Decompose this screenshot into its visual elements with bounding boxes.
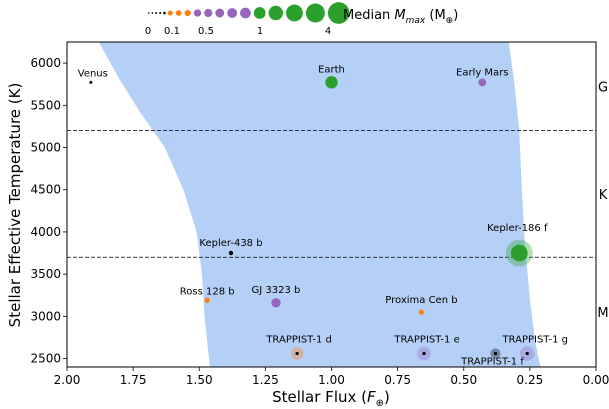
- planet-label-earth: Earth: [318, 64, 345, 75]
- legend-marker: [151, 12, 154, 14]
- x-tick-label: 1.25: [252, 373, 279, 387]
- planet-label-venus: Venus: [78, 68, 108, 79]
- x-tick-label: 0.00: [583, 373, 609, 387]
- y-tick-label: 2500: [30, 352, 61, 366]
- planet-label-kepler-438-b: Kepler-438 b: [199, 238, 262, 249]
- x-tick-label: 0.50: [450, 373, 477, 387]
- y-tick-label: 4000: [30, 225, 61, 239]
- planet-point-kepler-438-b: [228, 250, 234, 256]
- legend-marker: [175, 10, 182, 16]
- legend-marker: [159, 11, 162, 15]
- legend-tick-label: 4: [325, 26, 331, 37]
- legend-marker: [193, 9, 202, 17]
- planet-point-kepler-186-f: [510, 244, 528, 262]
- planet-label-trappist-1-e: TRAPPIST-1 e: [393, 334, 459, 345]
- legend-marker: [227, 8, 238, 18]
- x-tick-label: 2.00: [54, 373, 81, 387]
- planet-label-gj-3323-b: GJ 3323 b: [252, 285, 301, 296]
- y-tick-label: 3500: [30, 267, 61, 281]
- planet-point-ross-128-b: [204, 297, 210, 303]
- habitable-zone: [98, 42, 541, 367]
- y-tick-label: 6000: [30, 56, 61, 70]
- spectral-class-label: M: [597, 306, 608, 321]
- legend-marker: [240, 7, 251, 19]
- planet-point-early-mars: [478, 78, 487, 87]
- x-tick-label: 0.25: [517, 373, 544, 387]
- mass-legend: Median Mmax (M⊕) 0 0.1 0.5 1 4: [145, 2, 458, 37]
- x-axis-label: Stellar Flux (F⊕): [272, 388, 390, 409]
- legend-marker: [163, 11, 166, 15]
- y-tick-label: 4500: [30, 183, 61, 197]
- plot-area: G K M Venus Earth Early Mars Kepler-438 b Kepl…: [30, 41, 609, 387]
- y-tick-label: 3000: [30, 309, 61, 323]
- legend-tick-label: 0.5: [198, 26, 214, 37]
- planet-label-trappist-1-f: TRAPPIST-1 f: [460, 356, 524, 367]
- planet-core-trappist-1-g: [525, 351, 529, 356]
- y-tick-label: 5500: [30, 98, 61, 112]
- planet-point-gj-3323-b: [271, 298, 281, 308]
- planet-label-early-mars: Early Mars: [456, 67, 509, 78]
- habitable-zone-layer: [98, 42, 541, 367]
- legend-tick-label: 1: [257, 26, 263, 37]
- planet-label-kepler-186-f: Kepler-186 f: [487, 223, 548, 234]
- planet-label-ross-128-b: Ross 128 b: [180, 286, 235, 297]
- legend-marker: [285, 4, 303, 22]
- x-tick-label: 1.00: [318, 373, 345, 387]
- legend-tick-label: 0.1: [164, 26, 180, 37]
- planet-core-trappist-1-f: [493, 351, 498, 356]
- legend-marker: [253, 7, 266, 19]
- spectral-class-label: G: [598, 81, 608, 96]
- legend-tick-label: 0: [145, 26, 151, 37]
- x-tick-label: 0.75: [384, 373, 411, 387]
- planet-point-venus: [89, 80, 93, 84]
- legend-marker: [305, 3, 325, 23]
- y-tick-label: 5000: [30, 141, 61, 155]
- legend-title: Median Mmax (M⊕): [343, 8, 458, 26]
- planet-layer: Venus Earth Early Mars Kepler-438 b Kepler-1…: [78, 64, 568, 367]
- y-axis-label: Stellar Effective Temperature (K): [6, 83, 24, 328]
- legend-marker: [215, 8, 225, 18]
- planet-core-trappist-1-d: [295, 351, 299, 356]
- legend-marker: [148, 12, 150, 14]
- legend-marker: [204, 8, 213, 18]
- planet-label-trappist-1-d: TRAPPIST-1 d: [265, 334, 332, 345]
- legend-marker: [184, 9, 191, 17]
- x-tick-label: 1.75: [120, 373, 147, 387]
- legend-marker: [268, 5, 283, 21]
- planet-label-proxima-cen-b: Proxima Cen b: [385, 295, 457, 306]
- axes-layer: 2.00 1.75 1.50 1.25 1.00 0.75 0.50 0.25 0.00 2500…: [30, 56, 609, 387]
- planet-point-earth: [325, 76, 338, 89]
- x-tick-label: 1.50: [186, 373, 213, 387]
- legend-marker: [167, 10, 173, 16]
- legend-marker: [327, 2, 350, 24]
- planet-core-trappist-1-e: [422, 351, 426, 356]
- spectral-boundary-layer: G K M: [67, 81, 609, 321]
- planet-label-trappist-1-g: TRAPPIST-1 g: [501, 334, 568, 345]
- spectral-class-label: K: [599, 188, 608, 203]
- legend-marker: [155, 12, 158, 14]
- planet-point-proxima-cen-b: [418, 309, 425, 315]
